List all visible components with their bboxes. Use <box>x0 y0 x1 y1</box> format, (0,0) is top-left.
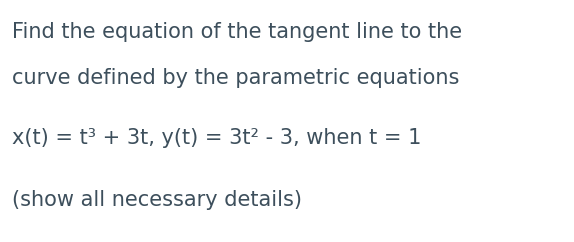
Text: x(t) = t³ + 3t, y(t) = 3t² - 3, when t = 1: x(t) = t³ + 3t, y(t) = 3t² - 3, when t =… <box>12 128 421 148</box>
Text: Find the equation of the tangent line to the: Find the equation of the tangent line to… <box>12 22 462 42</box>
Text: curve defined by the parametric equations: curve defined by the parametric equation… <box>12 68 459 88</box>
Text: (show all necessary details): (show all necessary details) <box>12 190 302 210</box>
